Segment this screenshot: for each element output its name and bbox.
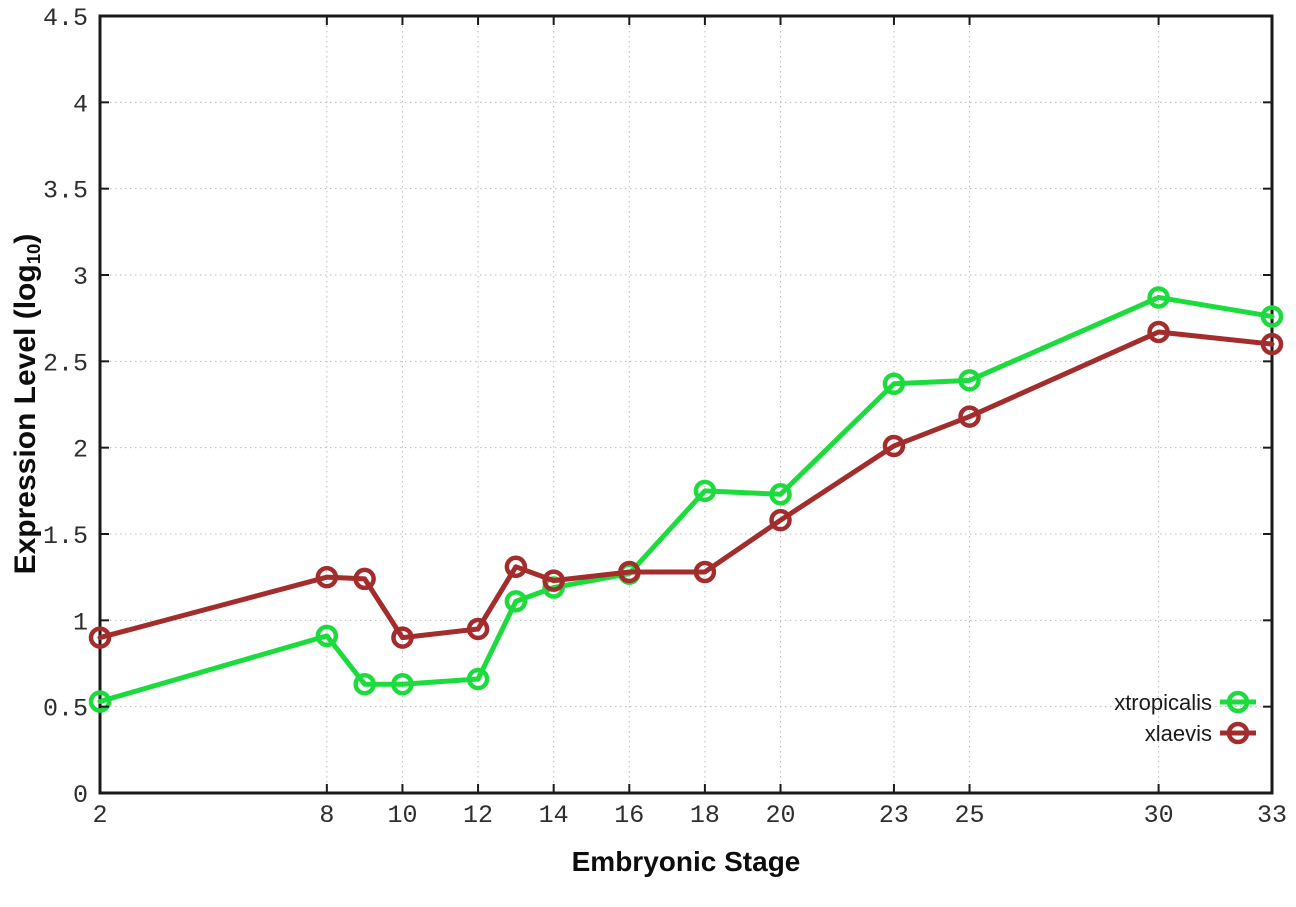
data-point-xtropicalis <box>466 667 490 691</box>
data-point-xlaevis <box>769 508 792 532</box>
y-tick-label: 1 <box>73 608 88 637</box>
y-tick-labels: 0 0.5 1 1.5 2 2.5 3 3.5 4 4.5 <box>43 4 88 810</box>
x-tick-label: 25 <box>955 801 985 830</box>
data-point-xtropicalis <box>391 672 414 696</box>
series-xtropicalis <box>88 286 1284 713</box>
y-tick-label: 2 <box>73 436 88 465</box>
data-point-xlaevis <box>1147 320 1170 344</box>
legend-entry-xlaevis: xlaevis <box>1145 721 1256 746</box>
y-axis-title-close: ) <box>8 233 42 244</box>
data-point-xtropicalis <box>1260 305 1284 328</box>
y-tick-label: 3 <box>73 263 88 292</box>
data-point-xtropicalis <box>769 483 792 506</box>
data-point-xlaevis <box>542 569 565 592</box>
plot-border <box>98 14 1274 795</box>
x-tick-label: 20 <box>766 801 796 830</box>
y-axis-title-text: Expression Level (log <box>8 264 42 575</box>
y-tick-label: 2.5 <box>43 349 88 378</box>
data-point-xlaevis <box>353 567 376 591</box>
data-point-xtropicalis <box>88 690 112 713</box>
y-tick-label: 3.5 <box>43 177 88 206</box>
x-tick-label: 30 <box>1144 801 1174 830</box>
data-point-xtropicalis <box>1147 286 1170 309</box>
gridlines <box>99 15 1273 794</box>
axis-ticks <box>99 15 1273 794</box>
data-point-xtropicalis <box>315 624 339 648</box>
x-axis-title: Embryonic Stage <box>571 846 801 877</box>
y-axis-title: Expression Level (log10) <box>9 234 45 575</box>
series-line-xlaevis <box>97 329 1275 641</box>
series-line-xtropicalis <box>97 294 1275 704</box>
y-tick-label: 4.5 <box>43 4 88 33</box>
data-point-xtropicalis <box>693 479 717 503</box>
y-tick-label: 1.5 <box>43 522 88 551</box>
x-tick-label: 14 <box>539 801 569 830</box>
x-tick-label: 23 <box>879 801 909 830</box>
data-point-xlaevis <box>504 555 528 579</box>
x-tick-label: 18 <box>690 801 720 830</box>
data-point-xlaevis <box>693 560 717 584</box>
data-point-xlaevis <box>315 565 339 589</box>
y-axis-title-subscript: 10 <box>23 243 45 265</box>
legend-label-xtropicalis: xtropicalis <box>1114 690 1212 715</box>
legend-entry-xtropicalis: xtropicalis <box>1114 690 1256 715</box>
data-point-xtropicalis <box>504 590 528 613</box>
data-point-xtropicalis <box>353 672 376 696</box>
x-tick-label: 12 <box>463 801 493 830</box>
legend-label-xlaevis: xlaevis <box>1145 721 1212 746</box>
y-tick-label: 4 <box>73 90 88 119</box>
data-point-xlaevis <box>882 434 906 458</box>
x-tick-label: 8 <box>319 801 334 830</box>
x-tick-label: 2 <box>92 801 107 830</box>
series-xlaevis <box>88 320 1284 649</box>
x-tick-label: 33 <box>1257 801 1287 830</box>
legend-sample-marker <box>1226 690 1250 714</box>
data-point-xlaevis <box>618 560 641 584</box>
data-point-xlaevis <box>88 626 112 649</box>
data-point-xlaevis <box>958 405 981 428</box>
x-tick-label: 10 <box>387 801 417 830</box>
data-point-xlaevis <box>391 626 414 649</box>
y-tick-label: 0.5 <box>43 695 88 724</box>
data-point-xtropicalis <box>882 372 906 396</box>
y-tick-label: 0 <box>73 781 88 810</box>
legend: xtropicalis xlaevis <box>1114 690 1256 746</box>
data-point-xlaevis <box>1260 332 1284 356</box>
data-point-xlaevis <box>466 617 490 641</box>
legend-sample-marker <box>1226 721 1250 745</box>
x-tick-label: 16 <box>614 801 644 830</box>
data-point-xtropicalis <box>958 369 981 392</box>
x-tick-labels: 2 8 10 12 14 16 18 20 23 25 30 33 <box>92 801 1287 830</box>
